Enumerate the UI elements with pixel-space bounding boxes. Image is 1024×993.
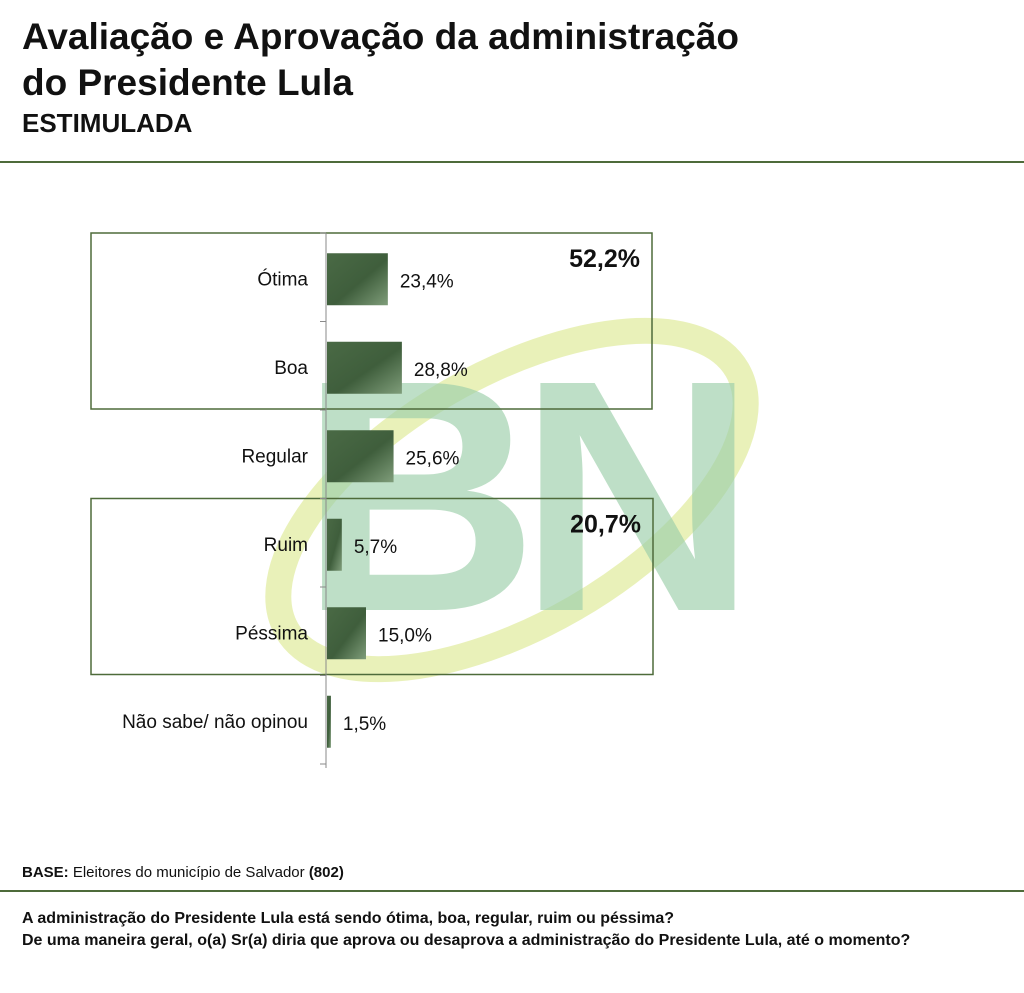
- value-label: 25,6%: [406, 448, 460, 469]
- group-total-label: 52,2%: [569, 245, 640, 273]
- category-label: Ótima: [257, 268, 308, 290]
- base-label: BASE:: [22, 864, 69, 881]
- category-label: Regular: [241, 446, 308, 467]
- bar: [327, 341, 402, 394]
- value-label: 5,7%: [354, 537, 397, 558]
- question-line-2: De uma maneira geral, o(a) Sr(a) diria q…: [22, 932, 911, 949]
- base-text: Eleitores do município de Salvador: [68, 864, 309, 881]
- group-box: [90, 232, 653, 410]
- category-label: Péssima: [235, 623, 308, 644]
- value-label: 28,8%: [414, 360, 468, 381]
- category-label: Ruim: [264, 535, 308, 556]
- value-label: 23,4%: [400, 271, 454, 292]
- bar: [327, 607, 366, 660]
- survey-question: A administração do Presidente Lula está …: [22, 908, 910, 952]
- question-line-1: A administração do Presidente Lula está …: [22, 910, 675, 927]
- title-line-2: do Presidente Lula: [22, 62, 354, 103]
- page-title: Avaliação e Aprovação da administração d…: [22, 14, 739, 106]
- value-label: 15,0%: [378, 625, 432, 646]
- base-note: BASE: Eleitores do município de Salvador…: [22, 864, 344, 881]
- bar-chart: BN Ótima Boa Regular Ruim Péssima Não sabe/ n…: [90, 232, 759, 768]
- base-count: (802): [308, 864, 344, 881]
- bar: [327, 430, 394, 483]
- value-label: 1,5%: [343, 714, 386, 735]
- category-label: Boa: [274, 358, 308, 379]
- group-box: [90, 497, 654, 676]
- bar: [327, 695, 331, 748]
- title-line-1: Avaliação e Aprovação da administração: [22, 16, 740, 57]
- watermark-logo: BN: [265, 311, 759, 683]
- watermark-swoosh: [265, 317, 759, 683]
- category-label: Não sabe/ não opinou: [122, 712, 308, 733]
- bar: [327, 253, 388, 306]
- group-total-label: 20,7%: [570, 511, 641, 539]
- page-subtitle: ESTIMULADA: [22, 108, 193, 138]
- bar: [327, 518, 342, 571]
- footer-divider: [0, 890, 1024, 892]
- header-divider: [0, 161, 1024, 163]
